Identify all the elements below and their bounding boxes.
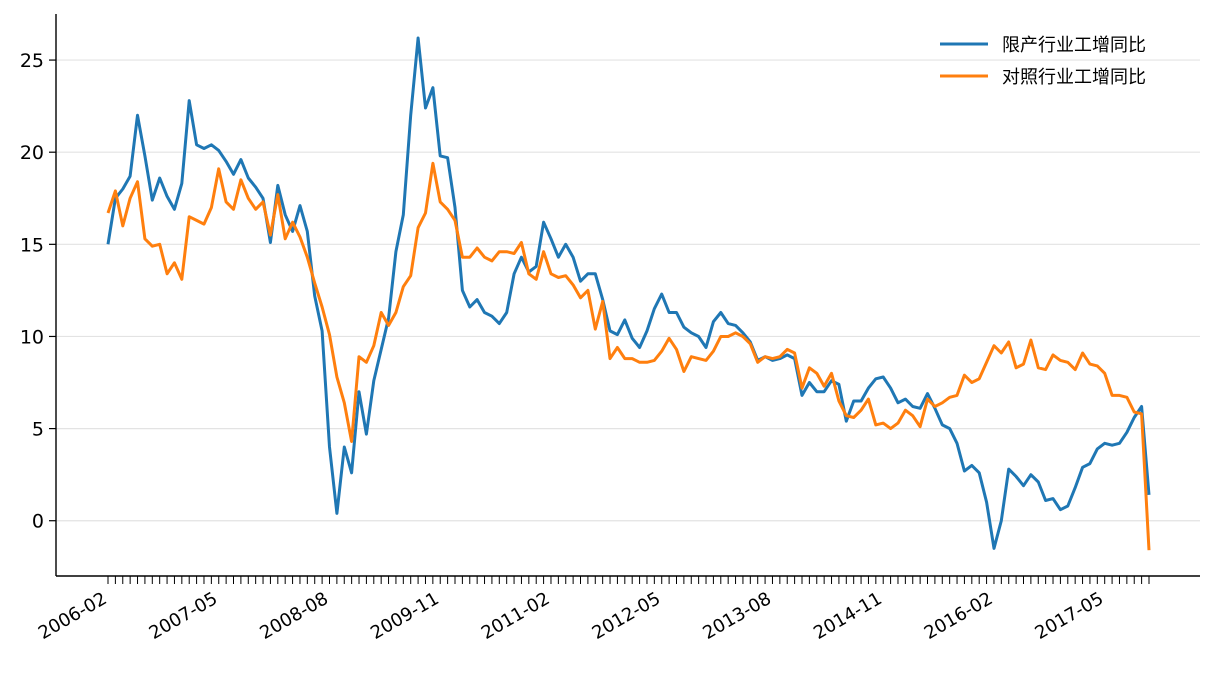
series-lines bbox=[106, 36, 1151, 551]
xtick-label-2009-11: 2009-11 bbox=[367, 588, 443, 644]
xtick-label-2014-11: 2014-11 bbox=[810, 588, 886, 644]
xtick-label-2011-02: 2011-02 bbox=[478, 588, 554, 644]
ytick-label-5: 5 bbox=[32, 419, 44, 441]
series-line-1 bbox=[106, 36, 1151, 550]
xtick-label-2006-02: 2006-02 bbox=[35, 588, 111, 644]
ytick-label-20: 20 bbox=[20, 142, 44, 164]
xtick-label-2017-05: 2017-05 bbox=[1032, 588, 1108, 644]
y-axis-ticks: 0 5 10 15 20 25 bbox=[20, 50, 56, 533]
ytick-label-10: 10 bbox=[20, 326, 44, 348]
legend-label-series-2: 对照行业工增同比 bbox=[1002, 67, 1146, 88]
gridlines bbox=[56, 59, 1200, 522]
legend-label-series-1: 限产行业工增同比 bbox=[1002, 35, 1146, 56]
xtick-label-2013-08: 2013-08 bbox=[699, 588, 775, 644]
ytick-label-25: 25 bbox=[20, 50, 44, 72]
xtick-label-2012-05: 2012-05 bbox=[589, 588, 665, 644]
xtick-label-2016-02: 2016-02 bbox=[921, 588, 997, 644]
legend: 限产行业工增同比 对照行业工增同比 bbox=[940, 35, 1146, 88]
ytick-label-15: 15 bbox=[20, 234, 44, 256]
series-line-2 bbox=[106, 161, 1151, 551]
x-axis-ticks: 2006-02 2007-05 2008-08 2009-11 2011-02 2012-… bbox=[35, 576, 1150, 644]
axes bbox=[55, 14, 1200, 577]
ytick-label-0: 0 bbox=[32, 511, 44, 533]
xtick-label-2008-08: 2008-08 bbox=[256, 588, 332, 644]
xtick-label-2007-05: 2007-05 bbox=[146, 588, 222, 644]
